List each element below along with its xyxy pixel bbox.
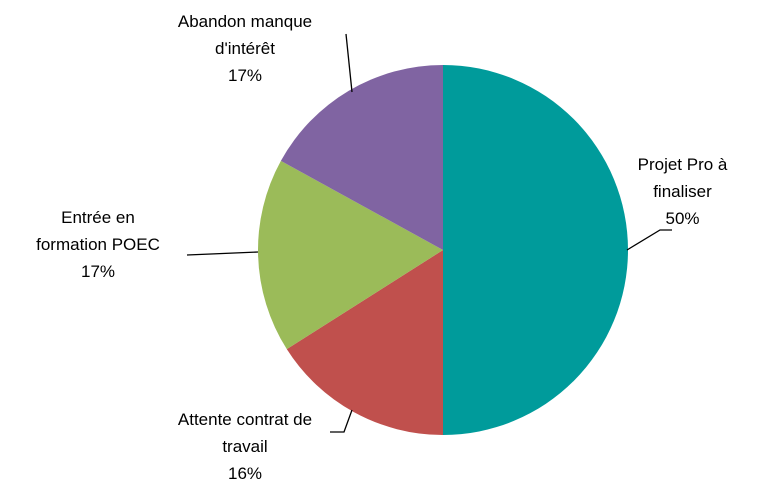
pie-slice: [443, 65, 628, 435]
slices: [258, 65, 628, 435]
category-label: Entrée en formation POEC: [36, 208, 160, 254]
slice-label: Abandon manque d'intérêt 17%: [170, 8, 320, 89]
leader-line: [345, 33, 353, 93]
slice-label: Entrée en formation POEC 17%: [28, 204, 168, 285]
category-label: Attente contrat de travail: [177, 410, 313, 456]
pie-slice: [286, 250, 443, 435]
category-label: Projet Pro à finaliser: [637, 155, 728, 201]
slice-label: Projet Pro à finaliser 50%: [620, 151, 745, 232]
value-label: 17%: [80, 262, 116, 281]
pie-slice: [258, 160, 443, 350]
leader-lines: [186, 33, 672, 433]
leader-line: [626, 229, 672, 251]
leader-line: [330, 409, 353, 433]
leader-line: [186, 251, 259, 256]
value-label: 50%: [665, 209, 700, 228]
slice-label: Attente contrat de travail 16%: [175, 406, 315, 487]
pie-slice: [280, 65, 443, 250]
value-label: 17%: [227, 66, 263, 85]
value-label: 16%: [227, 464, 263, 483]
category-label: Abandon manque d'intérêt: [177, 12, 313, 58]
